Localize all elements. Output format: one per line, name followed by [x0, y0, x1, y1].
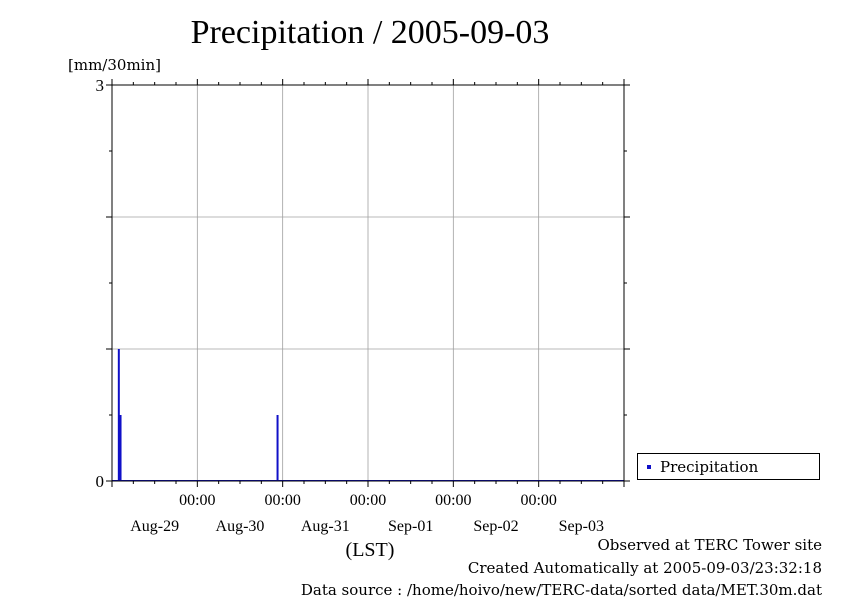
- y-axis-unit-label: [mm/30min]: [68, 56, 161, 74]
- axis-ticks: [106, 79, 630, 487]
- footer-observed: Observed at TERC Tower site: [597, 536, 822, 554]
- grid-lines: [112, 85, 624, 481]
- x-tick-date-label: Aug-29: [130, 518, 179, 535]
- x-tick-time-label: 00:00: [520, 492, 556, 509]
- legend-label: Precipitation: [660, 458, 759, 476]
- x-tick-time-label: 00:00: [179, 492, 215, 509]
- x-tick-date-label: Aug-30: [216, 518, 265, 535]
- legend-swatch: [647, 465, 651, 469]
- x-tick-date-label: Aug-31: [301, 518, 350, 535]
- x-tick-time-label: 00:00: [435, 492, 471, 509]
- x-tick-date-label: Sep-01: [388, 518, 433, 535]
- legend: Precipitation: [637, 453, 820, 480]
- x-tick-date-label: Sep-03: [559, 518, 604, 535]
- y-tick-label: 3: [96, 76, 105, 95]
- chart-title: Precipitation / 2005-09-03: [190, 14, 550, 51]
- x-tick-time-label: 00:00: [264, 492, 300, 509]
- x-tick-date-label: Sep-02: [473, 518, 518, 535]
- footer-created: Created Automatically at 2005-09-03/23:3…: [467, 559, 822, 577]
- footer-source: Data source : /home/hoivo/new/TERC-data/…: [300, 581, 822, 599]
- x-tick-time-label: 00:00: [350, 492, 386, 509]
- x-axis-label: (LST): [346, 539, 395, 561]
- y-tick-label: 0: [96, 472, 105, 491]
